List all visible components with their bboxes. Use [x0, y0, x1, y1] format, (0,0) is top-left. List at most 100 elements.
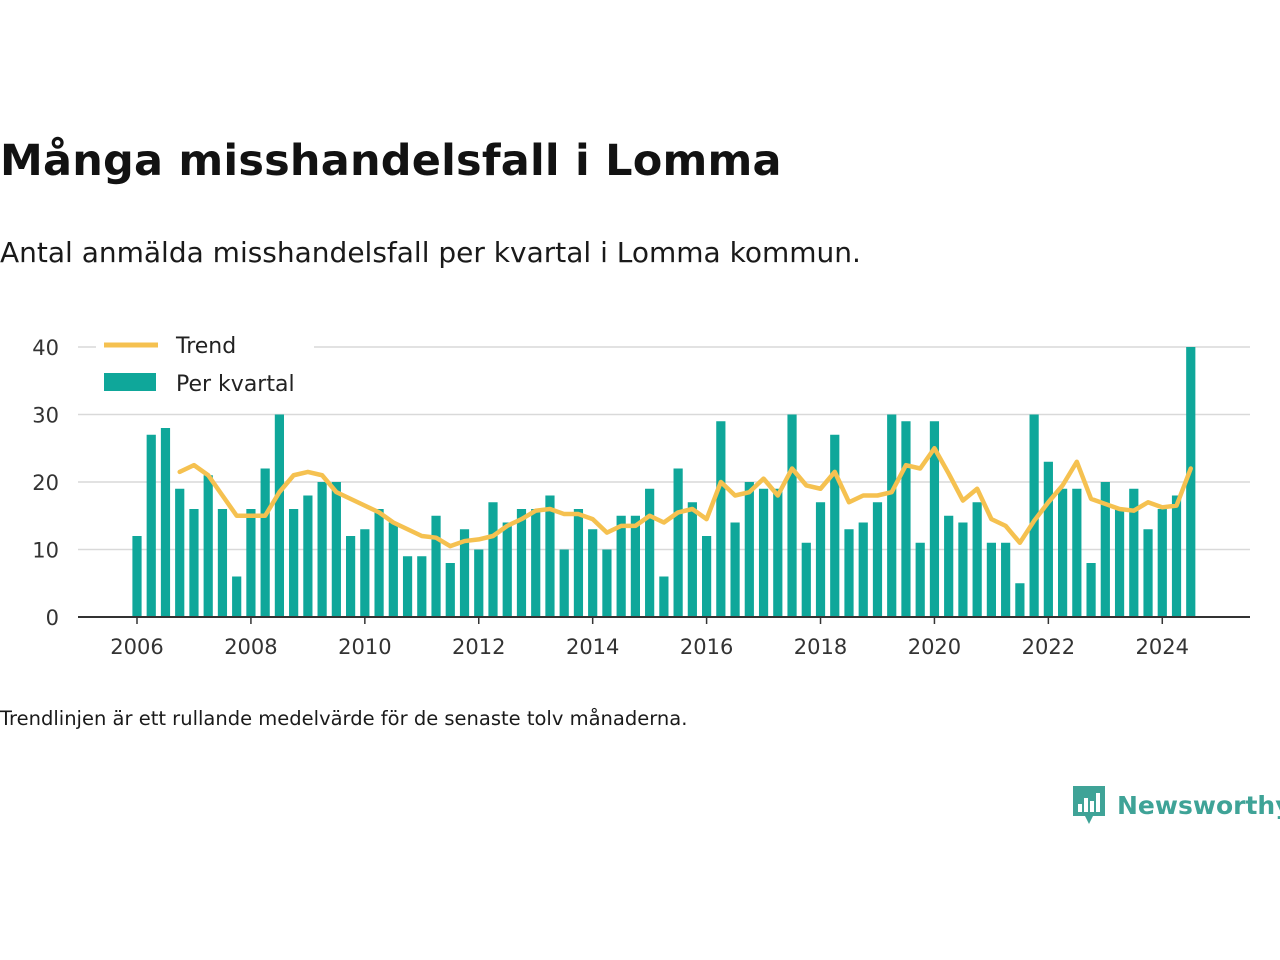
bar — [417, 556, 427, 617]
y-tick-label: 40 — [32, 336, 59, 360]
bar — [744, 482, 754, 617]
bar — [787, 414, 797, 617]
bar — [175, 488, 185, 617]
bar — [815, 502, 826, 617]
bar — [303, 495, 313, 617]
x-tick-label: 2024 — [1136, 635, 1189, 659]
bar — [1058, 488, 1068, 617]
legend-trend-label: Trend — [175, 334, 236, 359]
bar — [573, 509, 584, 617]
legend: Trend Per kvartal — [96, 324, 314, 406]
y-tick-label: 0 — [46, 606, 59, 630]
brand-name: Newsworthy — [1117, 790, 1280, 820]
bar — [132, 536, 142, 617]
trend-line — [177, 446, 1194, 549]
bar — [858, 522, 868, 617]
bar — [730, 522, 740, 617]
bar — [716, 421, 726, 617]
x-tick-label: 2014 — [566, 635, 619, 659]
bar — [1114, 509, 1125, 617]
bar — [474, 549, 484, 617]
bar — [1015, 583, 1025, 617]
x-tick-label: 2008 — [224, 635, 277, 659]
bar — [388, 522, 398, 617]
x-tick-label: 2010 — [338, 635, 391, 659]
bar — [502, 522, 512, 617]
bar — [630, 515, 640, 617]
bar — [1072, 488, 1082, 617]
bar — [545, 495, 555, 617]
bar — [687, 502, 697, 617]
bar — [915, 542, 925, 617]
bar — [1100, 482, 1110, 617]
bar — [531, 509, 541, 617]
bar — [203, 475, 213, 617]
bar — [1043, 461, 1053, 617]
bar — [758, 488, 769, 617]
y-tick-label: 10 — [32, 539, 59, 563]
bar — [801, 542, 811, 617]
bar — [189, 509, 199, 617]
legend-background — [96, 324, 314, 406]
y-axis-ticks: 0 10 20 30 40 — [32, 336, 59, 630]
x-tick-label: 2018 — [794, 635, 847, 659]
bar — [160, 428, 171, 617]
newsworthy-logo[interactable]: Newsworthy — [1071, 784, 1280, 826]
bar — [588, 529, 598, 617]
bar — [944, 515, 954, 617]
bar — [516, 509, 527, 617]
bar — [602, 549, 612, 617]
bar — [972, 502, 982, 617]
x-axis-ticks: 2006 2008 2010 2012 2014 2016 2018 2020 2022 2024 — [110, 617, 1189, 659]
bar — [445, 563, 455, 617]
legend-bar-label: Per kvartal — [176, 372, 295, 397]
bars-per-kvartal — [132, 347, 1196, 617]
x-tick-label: 2016 — [680, 635, 733, 659]
bar — [232, 576, 242, 617]
chart-title: Många misshandelsfall i Lomma — [0, 136, 782, 186]
legend-bar-swatch — [104, 373, 156, 391]
chart-subtitle: Antal anmälda misshandelsfall per kvarta… — [0, 236, 861, 269]
y-tick-label: 20 — [32, 471, 59, 495]
bar — [702, 536, 712, 617]
footnote: Trendlinjen är ett rullande medelvärde f… — [0, 707, 688, 730]
bar — [1157, 509, 1167, 617]
bar — [1086, 563, 1096, 617]
bar — [1143, 529, 1153, 617]
bar — [901, 421, 911, 617]
bar — [616, 515, 626, 617]
x-tick-label: 2022 — [1022, 635, 1075, 659]
bar — [830, 434, 840, 617]
bar — [217, 509, 228, 617]
x-tick-label: 2012 — [452, 635, 505, 659]
bar — [374, 509, 384, 617]
x-tick-label: 2020 — [908, 635, 961, 659]
bar — [360, 529, 370, 617]
bar — [659, 576, 669, 617]
bar — [887, 414, 897, 617]
bar — [146, 434, 156, 617]
x-tick-label: 2006 — [110, 635, 163, 659]
bar — [289, 509, 299, 617]
bar — [274, 414, 284, 617]
bar — [872, 502, 883, 617]
bar — [844, 529, 854, 617]
bar — [673, 468, 683, 617]
bar — [246, 509, 256, 617]
bar — [431, 515, 441, 617]
bar — [1129, 488, 1139, 617]
bar — [1186, 347, 1196, 617]
bar — [1171, 495, 1182, 617]
bar — [645, 488, 655, 617]
bar — [986, 542, 996, 617]
bar — [488, 502, 498, 617]
bar — [559, 549, 569, 617]
bar — [958, 522, 968, 617]
bar — [1029, 414, 1039, 617]
bar — [331, 482, 341, 617]
y-tick-label: 30 — [32, 404, 59, 428]
bar — [1001, 542, 1011, 617]
bar — [402, 556, 413, 617]
bar — [929, 421, 940, 617]
